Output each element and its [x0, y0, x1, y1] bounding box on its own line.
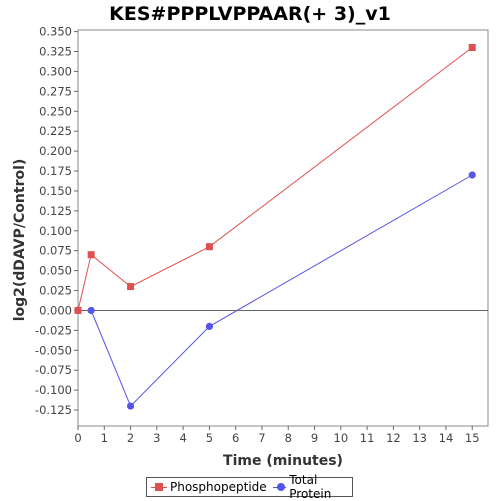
- x-tick-label: 11: [360, 431, 375, 445]
- y-tick-label: 0.175: [39, 164, 72, 178]
- data-point-total-protein: [468, 171, 476, 179]
- data-point-phosphopeptide: [205, 243, 213, 251]
- y-tick-label: 0.025: [39, 284, 72, 298]
- x-tick-label: 5: [206, 431, 213, 445]
- y-tick-label: 0.075: [39, 244, 72, 258]
- y-tick-label: -0.050: [35, 343, 72, 357]
- x-tick-label: 14: [439, 431, 454, 445]
- y-tick-label: 0.275: [39, 84, 72, 98]
- data-point-phosphopeptide: [468, 44, 476, 52]
- x-tick-label: 15: [465, 431, 480, 445]
- chart-title: KES#PPPLVPPAAR(+ 3)_v1: [109, 3, 391, 25]
- y-tick-label: 0.300: [39, 64, 72, 78]
- series-line-total-protein: [90, 174, 473, 407]
- legend-item-phosphopeptide: Phosphopeptide: [151, 480, 267, 494]
- y-tick-label: 0.350: [39, 25, 72, 39]
- y-tick-label: -0.125: [35, 403, 72, 417]
- x-tick-label: 3: [153, 431, 160, 445]
- x-tick-label: 10: [334, 431, 349, 445]
- x-tick-label: 12: [386, 431, 401, 445]
- data-point-total-protein: [126, 402, 135, 410]
- y-tick-label: 0.000: [39, 303, 72, 317]
- x-tick-label: 1: [101, 431, 108, 445]
- data-point-phosphopeptide: [87, 251, 95, 259]
- y-tick-label: 0.250: [39, 104, 72, 118]
- y-tick-label: 0.100: [39, 224, 72, 238]
- x-tick-label: 13: [412, 431, 427, 445]
- x-tick-label: 9: [311, 431, 318, 445]
- legend-key-phosphopeptide: [151, 482, 167, 492]
- y-tick-label: -0.025: [35, 323, 72, 337]
- data-point-total-protein: [87, 306, 95, 315]
- legend: Phosphopeptide Total Protein: [146, 473, 353, 501]
- y-tick-label: 0.225: [39, 124, 72, 138]
- x-tick-label: 8: [285, 431, 292, 445]
- legend-label-total-protein: Total Protein: [289, 473, 332, 501]
- y-tick-label: 0.125: [39, 204, 72, 218]
- y-tick-label: -0.100: [35, 383, 72, 397]
- y-tick-label: -0.075: [35, 363, 72, 377]
- data-point-phosphopeptide: [74, 306, 82, 314]
- data-point-total-protein: [205, 322, 214, 331]
- legend-label-phosphopeptide: Phosphopeptide: [170, 480, 267, 494]
- y-tick-label: 0.200: [39, 144, 72, 158]
- x-tick-label: 7: [258, 431, 265, 445]
- x-tick-label: 6: [232, 431, 239, 445]
- x-axis-label: Time (minutes): [223, 453, 343, 469]
- legend-item-total-protein: Total Protein: [272, 473, 352, 501]
- y-tick-label: 0.050: [39, 264, 72, 278]
- plot-area: [77, 29, 489, 427]
- y-tick-label: 0.325: [39, 45, 72, 59]
- x-tick-label: 2: [127, 431, 134, 445]
- legend-key-total-protein: [272, 482, 287, 492]
- x-tick-label: 0: [74, 431, 81, 445]
- data-point-phosphopeptide: [127, 283, 135, 291]
- y-tick-label: 0.150: [39, 184, 72, 198]
- x-tick-label: 4: [179, 431, 186, 445]
